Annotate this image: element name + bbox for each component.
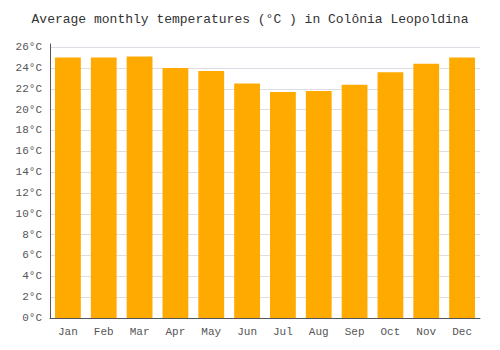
svg-text:20°C: 20°C <box>16 104 43 116</box>
svg-text:22°C: 22°C <box>16 83 43 95</box>
svg-text:Jan: Jan <box>58 326 78 338</box>
svg-text:8°C: 8°C <box>22 229 42 241</box>
svg-text:Feb: Feb <box>94 326 114 338</box>
svg-text:6°C: 6°C <box>22 249 42 261</box>
svg-text:2°C: 2°C <box>22 291 42 303</box>
svg-text:14°C: 14°C <box>16 166 43 178</box>
svg-text:Jul: Jul <box>273 326 293 338</box>
svg-text:0°C: 0°C <box>22 312 42 324</box>
svg-text:12°C: 12°C <box>16 187 43 199</box>
svg-text:16°C: 16°C <box>16 145 43 157</box>
svg-text:Dec: Dec <box>452 326 472 338</box>
svg-text:24°C: 24°C <box>16 62 43 74</box>
svg-text:Apr: Apr <box>166 326 186 338</box>
svg-text:Sep: Sep <box>345 326 365 338</box>
svg-text:4°C: 4°C <box>22 270 42 282</box>
svg-text:Oct: Oct <box>381 326 401 338</box>
svg-text:18°C: 18°C <box>16 124 43 136</box>
svg-text:26°C: 26°C <box>16 41 43 53</box>
svg-text:Average monthly temperatures (: Average monthly temperatures (°C ) in Co… <box>32 12 469 27</box>
svg-text:10°C: 10°C <box>16 208 43 220</box>
svg-text:Aug: Aug <box>309 326 329 338</box>
svg-text:Jun: Jun <box>237 326 257 338</box>
svg-text:May: May <box>201 326 221 338</box>
svg-text:Nov: Nov <box>416 326 436 338</box>
svg-text:Mar: Mar <box>130 326 150 338</box>
